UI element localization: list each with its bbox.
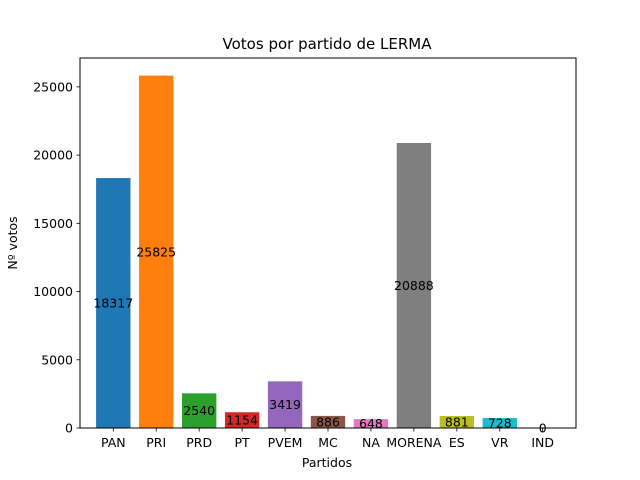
bar-value-label-mc: 886 <box>316 414 340 429</box>
bar-value-label-pri: 25825 <box>136 244 176 259</box>
bar-vr <box>482 418 517 428</box>
x-tick-label-morena: MORENA <box>386 435 442 450</box>
x-tick-label-vr: VR <box>491 435 509 450</box>
bar-pan <box>96 178 131 428</box>
x-tick-label-prd: PRD <box>186 435 212 450</box>
bar-value-label-vr: 728 <box>488 416 512 431</box>
y-tick-label: 0 <box>65 421 73 436</box>
bar-value-label-pt: 1154 <box>226 413 258 428</box>
bar-pvem <box>267 381 303 428</box>
bar-es <box>439 415 475 428</box>
x-tick-label-es: ES <box>449 435 465 450</box>
x-tick-label-pan: PAN <box>101 435 126 450</box>
y-tick-label: 15000 <box>33 216 73 231</box>
bar-na <box>353 419 389 428</box>
bar-prd <box>181 393 217 428</box>
bar-value-label-morena: 20888 <box>394 278 434 293</box>
x-tick-label-pvem: PVEM <box>268 435 303 450</box>
x-tick-label-ind: IND <box>531 435 554 450</box>
bar-morena <box>396 142 432 428</box>
bar-value-label-pvem: 3419 <box>269 397 301 412</box>
y-tick-label: 20000 <box>33 148 73 163</box>
y-axis: 0 5000 10000 15000 20000 25000 <box>33 79 80 436</box>
y-tick-label: 10000 <box>33 284 73 299</box>
bar-value-label-na: 648 <box>359 416 383 431</box>
x-tick-label-mc: MC <box>318 435 338 450</box>
x-tick-label-na: NA <box>362 435 380 450</box>
bar-pri <box>139 75 174 429</box>
bar-mc <box>310 415 346 428</box>
bar-pt <box>224 412 260 428</box>
x-axis-label: Partidos <box>302 455 352 470</box>
x-tick-label-pt: PT <box>235 435 251 450</box>
y-tick-label: 25000 <box>33 79 73 94</box>
chart-title: Votos por partido de LERMA <box>223 35 433 53</box>
x-axis: PAN PRI PRD PT PVEM MC NA MORENA ES VR IND <box>101 428 554 450</box>
bar-value-label-es: 881 <box>445 414 469 429</box>
y-axis-label: Nº votos <box>5 216 20 269</box>
bar-value-label-prd: 2540 <box>183 403 215 418</box>
y-tick-label: 5000 <box>41 352 73 367</box>
bar-value-label-pan: 18317 <box>93 296 133 311</box>
x-tick-label-pri: PRI <box>146 435 166 450</box>
bars-group <box>96 75 517 429</box>
